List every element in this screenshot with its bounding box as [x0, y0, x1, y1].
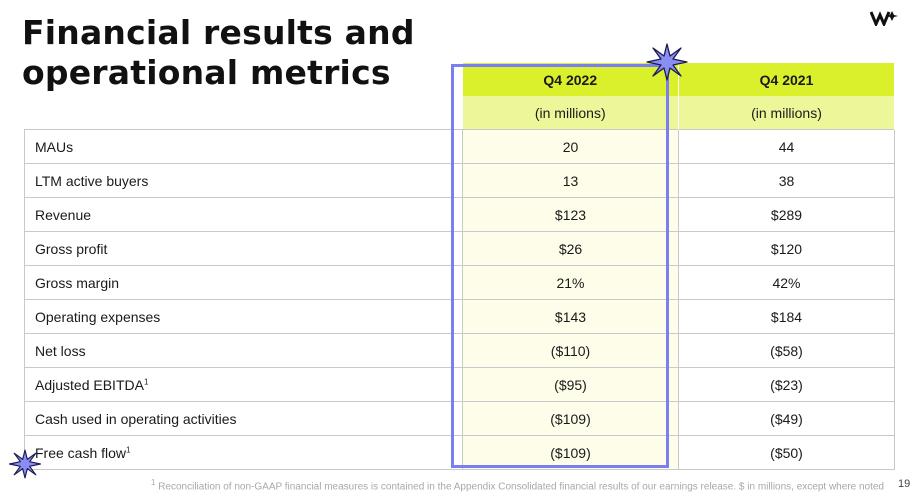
sparkle-star-icon — [8, 449, 42, 479]
table-row: Adjusted EBITDA1 ($95) ($23) — [24, 367, 895, 402]
cell-q4-2021: 44 — [678, 129, 895, 164]
logo-mark-icon — [870, 11, 898, 26]
footnote-ref: 1 — [126, 444, 131, 454]
table-row: Gross margin 21% 42% — [24, 265, 895, 300]
table-row: MAUs 20 44 — [24, 129, 895, 164]
row-label-text: Cash used in operating activities — [35, 410, 237, 427]
cell-q4-2022: ($109) — [462, 401, 679, 436]
cell-q4-2021: ($50) — [678, 435, 895, 470]
row-label-text: Gross profit — [35, 240, 108, 257]
cell-q4-2021: 42% — [678, 265, 895, 300]
cell-q4-2022: $26 — [462, 231, 679, 266]
title-line-1: Financial results and — [22, 13, 415, 52]
row-label-text: Free cash flow — [35, 444, 127, 461]
row-label-text: Revenue — [35, 206, 92, 223]
table-row: Free cash flow1 ($109) ($50) — [24, 435, 895, 470]
sparkle-star-icon — [646, 43, 688, 81]
cell-q4-2022: 21% — [462, 265, 679, 300]
table-row: LTM active buyers 13 38 — [24, 163, 895, 198]
cell-q4-2022: ($110) — [462, 333, 679, 368]
column-unit-q4-2021: (in millions) — [678, 96, 895, 130]
column-header-q4-2021: Q4 2021 — [678, 63, 895, 96]
cell-q4-2022: 13 — [462, 163, 679, 198]
cell-q4-2022: 20 — [462, 129, 679, 164]
row-label-text: Gross margin — [35, 274, 120, 291]
table-header-row: Q4 2022 Q4 2021 — [25, 63, 895, 96]
title-line-2: operational metrics — [22, 53, 391, 92]
table-unit-row: (in millions) (in millions) — [25, 96, 895, 130]
row-label: Adjusted EBITDA1 — [24, 367, 463, 402]
footnote-marker: 1 — [150, 478, 156, 487]
cell-q4-2021: $120 — [678, 231, 895, 266]
column-unit-q4-2022: (in millions) — [462, 96, 679, 130]
cell-q4-2021: 38 — [678, 163, 895, 198]
cell-q4-2022: $143 — [462, 299, 679, 334]
row-label: MAUs — [24, 129, 463, 164]
cell-q4-2021: $184 — [678, 299, 895, 334]
row-label: Revenue — [24, 197, 463, 232]
table-row: Net loss ($110) ($58) — [24, 333, 895, 368]
row-label: Free cash flow1 — [24, 435, 463, 470]
page-title: Financial results and operational metric… — [22, 13, 415, 93]
cell-q4-2022: $123 — [462, 197, 679, 232]
table-row: Gross profit $26 $120 — [24, 231, 895, 266]
cell-q4-2021: ($58) — [678, 333, 895, 368]
row-label-text: LTM active buyers — [35, 172, 149, 189]
row-label: Net loss — [24, 333, 463, 368]
row-label: Operating expenses — [24, 299, 463, 334]
unit-blank-cell — [25, 96, 463, 130]
row-label-text: Net loss — [35, 342, 86, 359]
footnote: 1 Reconciliation of non-GAAP financial m… — [151, 478, 884, 492]
cell-q4-2022: ($109) — [462, 435, 679, 470]
cell-q4-2021: ($23) — [678, 367, 895, 402]
column-header-q4-2022: Q4 2022 — [462, 63, 679, 96]
row-label-text: Operating expenses — [35, 308, 161, 325]
footnote-ref: 1 — [143, 376, 149, 386]
row-label: Cash used in operating activities — [24, 401, 463, 436]
cell-q4-2021: $289 — [678, 197, 895, 232]
table-row: Cash used in operating activities ($109)(… — [24, 401, 895, 436]
cell-q4-2022: ($95) — [462, 367, 679, 402]
row-label-text: Adjusted EBITDA — [35, 376, 144, 393]
page-number: 19 — [898, 478, 911, 490]
footnote-text: Reconciliation of non-GAAP financial mea… — [158, 481, 884, 493]
table-row: Revenue $123 $289 — [24, 197, 895, 232]
cell-q4-2021: ($49) — [678, 401, 895, 436]
header-blank-cell — [25, 63, 463, 96]
row-label: LTM active buyers — [24, 163, 463, 198]
row-label: Gross profit — [24, 231, 463, 266]
metrics-table: Q4 2022 Q4 2021 (in millions) (in millio… — [24, 63, 895, 470]
table-row: Operating expenses $143 $184 — [24, 299, 895, 334]
row-label-text: MAUs — [35, 138, 74, 155]
row-label: Gross margin — [24, 265, 463, 300]
